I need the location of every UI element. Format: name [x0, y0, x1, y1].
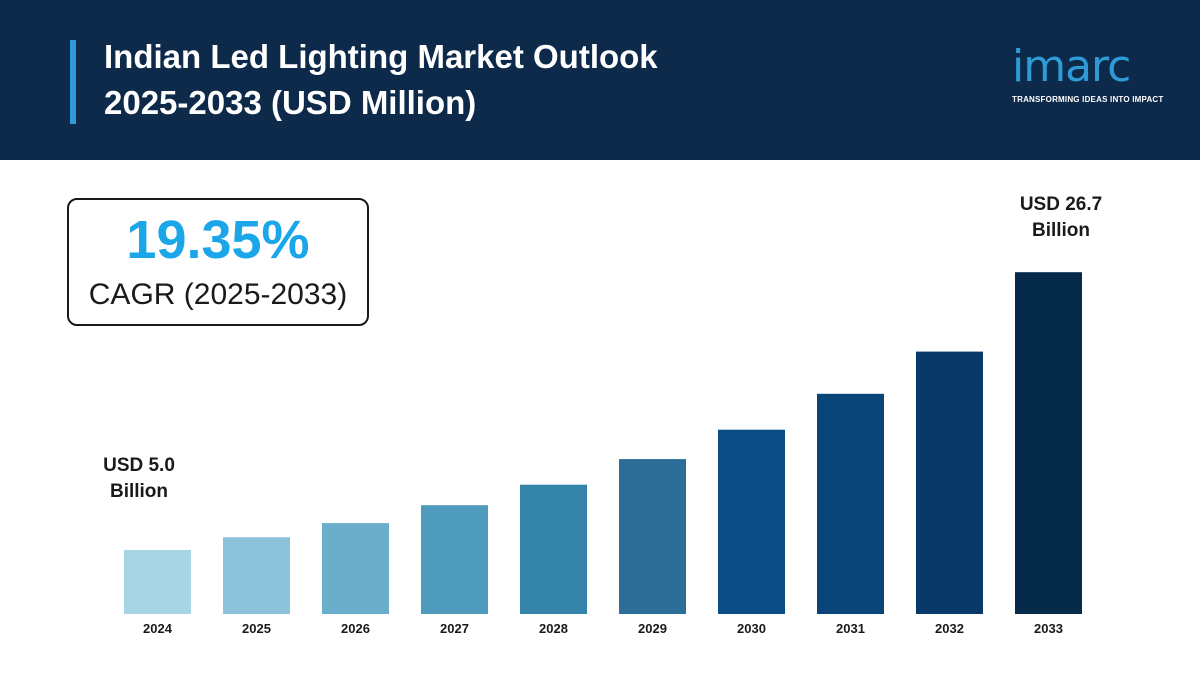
x-tick-2024: 2024	[143, 621, 173, 636]
title-line-1: Indian Led Lighting Market Outlook	[104, 38, 658, 75]
x-tick-2027: 2027	[440, 621, 469, 636]
bar-chart-plot: 2024 2025 2026 2027 2028 2029 2030 2031 2032 2033	[124, 272, 1082, 636]
imarc-logo: imarc TRANSFORMING IDEAS INTO IMPACT	[1008, 42, 1168, 112]
cagr-callout: 19.35% CAGR (2025-2033)	[67, 198, 369, 326]
bar-2027	[421, 505, 488, 614]
bar-2033	[1015, 272, 1082, 614]
annotation-start-value: USD 5.0 Billion	[69, 453, 209, 505]
x-tick-2033: 2033	[1034, 621, 1063, 636]
cagr-value: 19.35%	[126, 210, 310, 270]
bar-2028	[520, 484, 587, 614]
x-tick-2031: 2031	[836, 621, 865, 636]
x-tick-2025: 2025	[242, 621, 271, 636]
bar-2024	[124, 550, 191, 614]
header-banner: Indian Led Lighting Market Outlook 2025-…	[0, 0, 1200, 160]
logo-wordmark: imarc	[1012, 41, 1131, 92]
x-tick-2032: 2032	[935, 621, 964, 636]
annotation-start-line2: Billion	[109, 481, 169, 502]
title-accent-bar	[70, 40, 76, 124]
title-line-2: 2025-2033 (USD Million)	[104, 84, 477, 121]
page-title: Indian Led Lighting Market Outlook 2025-…	[104, 34, 904, 126]
bar-2029	[619, 459, 686, 614]
bar-2032	[916, 351, 983, 614]
x-tick-2028: 2028	[539, 621, 568, 636]
bar-2025	[223, 537, 290, 614]
annotation-start-line1: USD 5.0	[103, 455, 175, 476]
x-tick-2029: 2029	[638, 621, 667, 636]
logo-tagline: TRANSFORMING IDEAS INTO IMPACT	[1012, 95, 1164, 104]
bar-2031	[817, 393, 884, 614]
bar-chart: 2024 2025 2026 2027 2028 2029 2030 2031 2032 2033…	[0, 160, 1200, 675]
bar-2026	[322, 523, 389, 614]
x-tick-2030: 2030	[737, 621, 766, 636]
x-tick-2026: 2026	[341, 621, 370, 636]
annotation-end-line2: Billion	[1031, 220, 1091, 241]
annotation-end-value: USD 26.7 Billion	[991, 192, 1131, 244]
bar-2030	[718, 429, 785, 614]
cagr-label: CAGR (2025-2033)	[88, 278, 348, 311]
annotation-end-line1: USD 26.7	[1019, 194, 1103, 215]
